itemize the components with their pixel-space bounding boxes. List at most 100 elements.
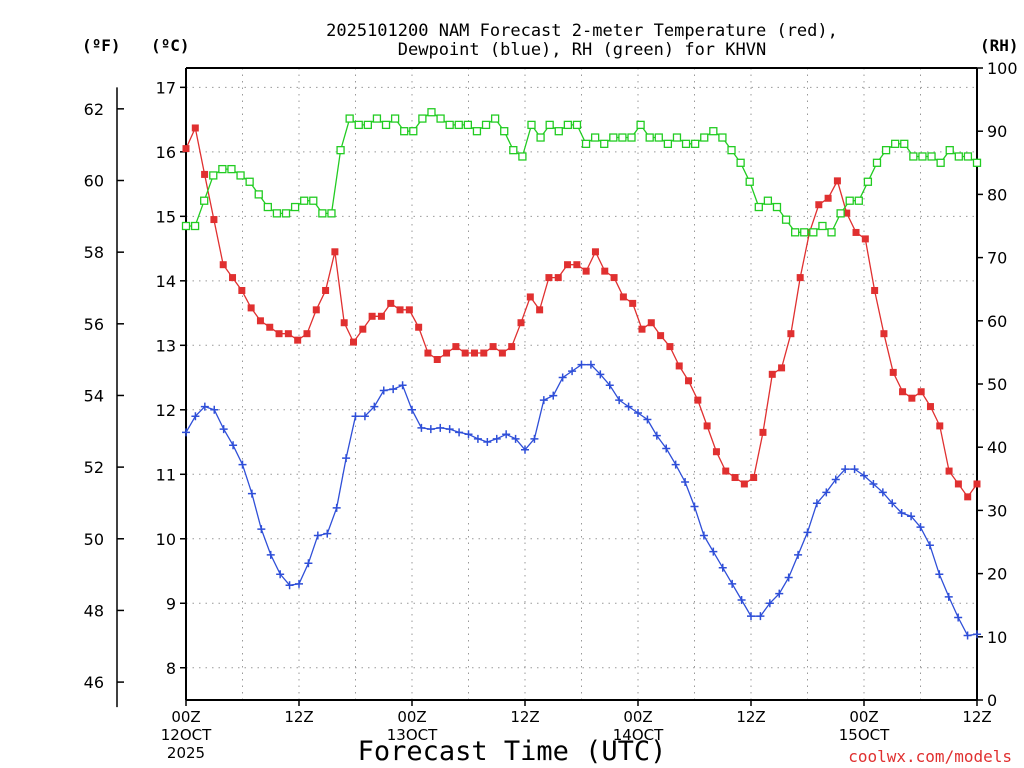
data-point <box>190 221 200 231</box>
x-axis-label: Forecast Time (UTC) <box>358 736 667 767</box>
data-point <box>400 127 409 136</box>
data-point <box>229 441 238 450</box>
data-point <box>322 286 330 294</box>
data-point <box>586 360 595 369</box>
data-point <box>463 120 473 130</box>
data-point <box>601 267 609 275</box>
x-tick-label: 00Z <box>623 708 652 726</box>
data-point <box>833 177 841 185</box>
data-point <box>654 133 663 142</box>
data-point <box>554 127 563 136</box>
data-point <box>791 228 800 237</box>
data-point <box>907 512 916 521</box>
data-point <box>963 152 973 161</box>
rh-tick-label: 10 <box>987 628 1007 647</box>
data-point <box>703 422 711 430</box>
data-point <box>470 349 478 357</box>
data-point <box>861 235 869 243</box>
data-point <box>219 261 227 269</box>
x-tick-label: 12Z <box>284 708 313 726</box>
data-point <box>181 221 191 231</box>
data-point <box>973 480 981 488</box>
data-point <box>350 338 358 346</box>
x-tick-label: 00Z <box>849 708 878 726</box>
data-point <box>502 430 511 439</box>
data-point <box>750 474 758 482</box>
data-point <box>871 286 879 294</box>
celsius-tick-label: 9 <box>166 594 176 613</box>
rh-tick-label: 30 <box>987 501 1007 520</box>
celsius-tick-label: 11 <box>156 465 176 484</box>
data-point <box>944 592 953 601</box>
rh-tick-label: 20 <box>987 565 1007 584</box>
data-point <box>245 177 254 186</box>
data-point <box>745 177 754 186</box>
data-point <box>409 127 418 136</box>
data-point <box>843 209 851 217</box>
data-point <box>521 445 529 454</box>
data-point <box>657 332 665 340</box>
data-point <box>424 349 432 357</box>
data-point <box>209 171 218 180</box>
data-point <box>936 158 945 167</box>
x-tick-label: 12Z <box>510 708 539 726</box>
data-point <box>254 190 263 199</box>
rh-tick-label: 50 <box>987 375 1007 394</box>
celsius-tick-label: 15 <box>156 207 176 226</box>
data-point <box>489 343 497 351</box>
x-tick-date-label: 12OCT <box>161 726 212 744</box>
data-point <box>536 133 545 142</box>
data-point <box>387 299 395 307</box>
data-point <box>638 325 646 333</box>
series-temperature <box>182 124 981 501</box>
data-point <box>461 349 469 357</box>
data-point <box>227 164 236 174</box>
fahrenheit-tick-label: 46 <box>84 673 104 692</box>
data-point <box>845 196 854 205</box>
data-point <box>389 385 398 394</box>
data-point <box>229 274 237 282</box>
celsius-tick-label: 16 <box>156 143 176 162</box>
celsius-tick-label: 10 <box>156 530 176 549</box>
data-point <box>210 405 219 414</box>
data-point <box>473 434 482 443</box>
data-point <box>360 412 369 421</box>
data-point <box>564 261 572 269</box>
data-point <box>712 448 720 456</box>
data-point <box>973 630 981 639</box>
data-point <box>238 286 246 294</box>
data-point <box>417 423 426 432</box>
data-point <box>545 120 554 130</box>
data-point <box>663 139 673 148</box>
data-point <box>754 202 763 212</box>
data-point <box>554 274 562 282</box>
data-point <box>480 349 488 357</box>
data-point <box>445 120 454 130</box>
x-tick-label: 12Z <box>962 708 991 726</box>
rh-tick-label: 90 <box>987 122 1007 141</box>
data-point <box>294 336 302 344</box>
data-point <box>426 425 435 434</box>
axes <box>116 67 983 708</box>
data-point <box>210 216 218 224</box>
celsius-unit-label: (ºC) <box>151 36 190 55</box>
data-point <box>200 196 209 205</box>
data-point <box>827 228 836 237</box>
series-line <box>186 111 978 234</box>
data-point <box>500 127 509 136</box>
data-point <box>191 412 200 421</box>
data-point <box>452 343 460 351</box>
data-point <box>327 209 336 218</box>
fahrenheit-tick-label: 54 <box>84 386 104 405</box>
data-point <box>916 523 925 532</box>
data-point <box>880 330 888 338</box>
data-point <box>536 306 544 314</box>
data-point <box>572 120 582 130</box>
data-point <box>182 428 190 437</box>
data-point <box>256 317 264 325</box>
data-point <box>765 599 774 608</box>
data-point <box>605 381 614 390</box>
data-point <box>634 409 642 418</box>
data-point <box>822 488 831 497</box>
